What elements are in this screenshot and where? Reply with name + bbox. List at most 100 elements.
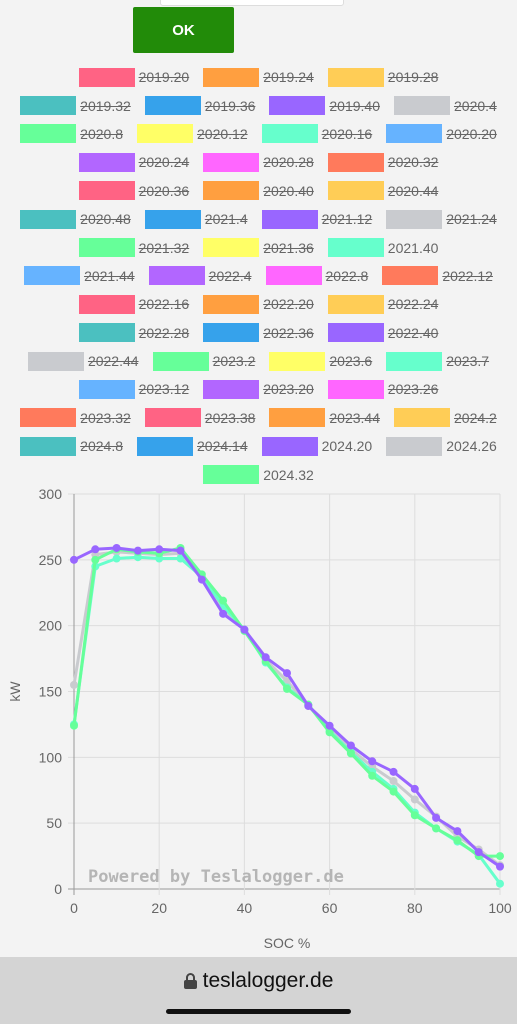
legend-row: 2023.32 2023.38 2023.44 2024.2 — [0, 404, 517, 432]
legend-item-2023-6[interactable]: 2023.6 — [269, 351, 372, 371]
legend-label: 2022.4 — [208, 267, 252, 284]
legend-item-2022-28[interactable]: 2022.28 — [78, 323, 189, 343]
legend-item-2020-44[interactable]: 2020.44 — [327, 181, 438, 201]
legend-item-2019-40[interactable]: 2019.40 — [269, 96, 380, 116]
legend-label: 2020.16 — [321, 125, 373, 142]
legend-item-2020-16[interactable]: 2020.16 — [261, 124, 373, 144]
legend-item-2020-28[interactable]: 2020.28 — [203, 152, 314, 172]
legend-label: 2021.12 — [321, 211, 373, 228]
legend-swatch — [203, 323, 260, 343]
legend-item-2020-32[interactable]: 2020.32 — [327, 152, 439, 172]
x-tick-label: 100 — [488, 900, 512, 916]
legend-item-2021-40[interactable]: 2021.40 — [327, 238, 438, 258]
legend-item-2020-24[interactable]: 2020.24 — [78, 152, 190, 172]
legend-row: 2020.8 2020.12 2020.16 2020.20 — [0, 120, 517, 148]
ok-button[interactable]: OK — [133, 7, 234, 53]
legend-item-2020-12[interactable]: 2020.12 — [137, 124, 248, 144]
legend-item-2019-24[interactable]: 2019.24 — [203, 67, 314, 87]
data-point-2024-32 — [453, 836, 462, 845]
data-point-2024-32 — [70, 721, 78, 730]
legend-item-2023-32[interactable]: 2023.32 — [20, 408, 131, 428]
legend-swatch — [386, 209, 443, 229]
legend-item-2024-26[interactable]: 2024.26 — [386, 436, 497, 456]
legend-item-2021-36[interactable]: 2021.36 — [203, 238, 314, 258]
legend-item-2022-8[interactable]: 2022.8 — [265, 266, 368, 286]
x-tick-label: 80 — [407, 900, 423, 916]
data-point-2024-20 — [176, 546, 185, 555]
data-point-2024-20 — [453, 827, 462, 836]
legend-item-2024-32[interactable]: 2024.32 — [203, 465, 314, 485]
legend-item-2019-32[interactable]: 2019.32 — [20, 96, 131, 116]
legend-swatch — [20, 96, 77, 116]
legend-label: 2020.40 — [263, 182, 314, 199]
data-point-2024-32 — [219, 596, 228, 605]
legend-label: 2020.32 — [387, 154, 439, 171]
legend-label: 2021.36 — [263, 239, 314, 256]
legend-item-2024-14[interactable]: 2024.14 — [137, 436, 248, 456]
legend-item-2023-44[interactable]: 2023.44 — [269, 408, 380, 428]
legend-item-2024-8[interactable]: 2024.8 — [20, 436, 123, 456]
legend-swatch — [148, 266, 205, 286]
legend-item-2021-12[interactable]: 2021.12 — [261, 209, 373, 229]
legend-label: 2023.26 — [387, 381, 439, 398]
legend-item-2020-8[interactable]: 2020.8 — [20, 124, 123, 144]
legend-item-2020-36[interactable]: 2020.36 — [78, 181, 189, 201]
data-point-2024-20 — [155, 545, 164, 554]
legend-swatch — [78, 294, 135, 314]
legend-item-2023-12[interactable]: 2023.12 — [78, 379, 190, 399]
browser-bottom-bar: teslalogger.de — [0, 957, 517, 1024]
legend-item-2021-24[interactable]: 2021.24 — [386, 209, 497, 229]
data-point-2024-20 — [112, 543, 121, 552]
legend-item-2021-32[interactable]: 2021.32 — [78, 238, 189, 258]
legend-item-2022-44[interactable]: 2022.44 — [27, 351, 139, 371]
legend-item-2023-38[interactable]: 2023.38 — [144, 408, 255, 428]
data-point-2024-20 — [325, 721, 334, 730]
legend-item-2024-2[interactable]: 2024.2 — [394, 408, 497, 428]
legend-item-2023-2[interactable]: 2023.2 — [152, 351, 256, 371]
legend-swatch — [269, 351, 326, 371]
data-point-2024-32 — [346, 749, 355, 758]
legend-item-2020-48[interactable]: 2020.48 — [20, 209, 131, 229]
legend-item-2021-44[interactable]: 2021.44 — [24, 266, 135, 286]
legend-item-2019-20[interactable]: 2019.20 — [78, 67, 189, 87]
legend-item-2022-36[interactable]: 2022.36 — [203, 323, 314, 343]
legend-item-2020-20[interactable]: 2020.20 — [386, 124, 497, 144]
legend-item-2020-4[interactable]: 2020.4 — [394, 96, 497, 116]
legend-label: 2023.12 — [138, 381, 190, 398]
legend-item-2022-16[interactable]: 2022.16 — [78, 294, 189, 314]
url-bar[interactable]: teslalogger.de — [0, 957, 517, 1005]
legend-item-2022-24[interactable]: 2022.24 — [327, 294, 438, 314]
data-point-2024-32 — [325, 728, 334, 737]
legend-label: 2024.32 — [263, 466, 314, 483]
data-point-2024-20 — [133, 546, 142, 555]
legend-item-2023-7[interactable]: 2023.7 — [386, 351, 489, 371]
legend-item-2022-20[interactable]: 2022.20 — [203, 294, 314, 314]
legend-item-2021-4[interactable]: 2021.4 — [144, 209, 248, 229]
lock-icon — [183, 973, 197, 989]
top-input[interactable] — [160, 0, 344, 6]
data-point-2024-32 — [389, 787, 398, 796]
legend-label: 2020.24 — [138, 154, 190, 171]
home-indicator[interactable] — [166, 1009, 351, 1014]
legend-item-2022-12[interactable]: 2022.12 — [382, 266, 493, 286]
legend-item-2022-4[interactable]: 2022.4 — [148, 266, 252, 286]
x-axis-title: SOC % — [264, 935, 311, 951]
legend-item-2022-40[interactable]: 2022.40 — [327, 323, 438, 343]
legend-swatch — [203, 152, 260, 172]
y-tick-label: 300 — [39, 486, 63, 502]
data-point-2024-20 — [304, 701, 313, 710]
legend-row: 2019.20 2019.24 2019.28 — [0, 63, 517, 91]
legend-item-2023-20[interactable]: 2023.20 — [203, 379, 314, 399]
legend-item-2019-28[interactable]: 2019.28 — [327, 67, 438, 87]
legend-row: 2023.12 2023.20 2023.26 — [0, 375, 517, 403]
legend-item-2023-26[interactable]: 2023.26 — [327, 379, 439, 399]
legend-item-2024-20[interactable]: 2024.20 — [261, 436, 372, 456]
data-point-2024-20 — [240, 625, 249, 634]
legend-swatch — [203, 67, 260, 87]
legend-row: 2019.32 2019.36 2019.40 2020.4 — [0, 91, 517, 119]
legend-item-2020-40[interactable]: 2020.40 — [203, 181, 314, 201]
legend-item-2019-36[interactable]: 2019.36 — [144, 96, 255, 116]
legend-label: 2023.2 — [212, 353, 256, 370]
legend-swatch — [78, 379, 135, 399]
data-point-2024-26 — [389, 777, 398, 786]
